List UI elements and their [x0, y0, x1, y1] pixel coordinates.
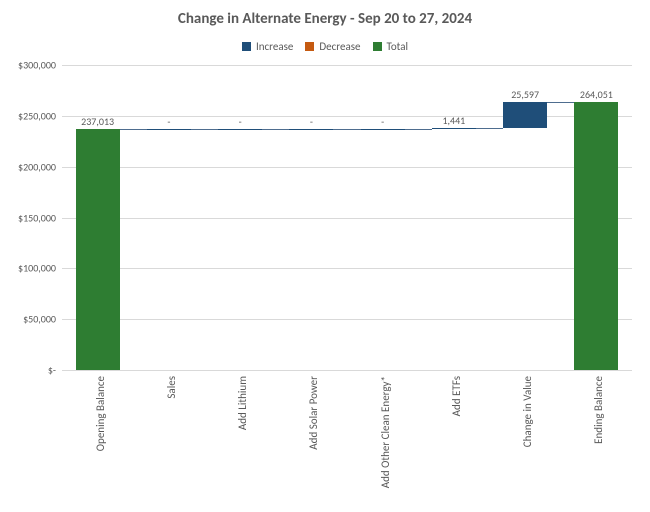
waterfall-bar — [574, 102, 618, 370]
y-axis-label: $200,000 — [18, 160, 62, 173]
bar-data-label: 1,441 — [404, 114, 504, 127]
bar-connector — [333, 129, 360, 130]
legend-item: Increase — [242, 40, 293, 53]
plot-area: $-$50,000$100,000$150,000$200,000$250,00… — [62, 65, 632, 370]
chart-legend: Increase Decrease Total — [0, 40, 650, 54]
legend-swatch — [242, 42, 251, 51]
waterfall-bar — [76, 129, 120, 370]
y-axis-label: $300,000 — [18, 59, 62, 72]
y-axis-label: $100,000 — [18, 262, 62, 275]
gridline — [62, 218, 632, 219]
gridline — [62, 370, 632, 371]
bar-data-label: 264,051 — [546, 88, 646, 101]
x-axis-label: Change in Value — [519, 370, 534, 447]
bar-connector — [191, 129, 218, 130]
x-axis-label: Add Other Clean Energy* — [377, 370, 392, 488]
y-axis-label: $150,000 — [18, 211, 62, 224]
legend-label: Total — [387, 40, 409, 53]
bar-connector — [476, 128, 503, 129]
x-axis-label: Add Solar Power — [305, 370, 320, 450]
gridline — [62, 268, 632, 269]
waterfall-chart: Change in Alternate Energy - Sep 20 to 2… — [0, 0, 650, 512]
x-axis-label: Opening Balance — [92, 370, 107, 451]
y-axis-label: $50,000 — [23, 313, 62, 326]
bar-connector — [405, 129, 432, 130]
waterfall-bar — [503, 102, 547, 128]
y-axis-label: $- — [48, 364, 62, 377]
waterfall-bar — [218, 129, 262, 130]
x-axis-label: Sales — [163, 370, 178, 399]
gridline — [62, 319, 632, 320]
gridline — [62, 65, 632, 66]
x-axis-label: Add Lithium — [234, 370, 249, 430]
waterfall-bar — [147, 129, 191, 130]
legend-label: Increase — [256, 40, 293, 53]
bar-connector — [262, 129, 289, 130]
legend-swatch — [373, 42, 382, 51]
legend-item: Decrease — [305, 40, 360, 53]
x-axis-label: Add ETFs — [448, 370, 463, 416]
legend-label: Decrease — [319, 40, 360, 53]
waterfall-bar — [432, 128, 476, 129]
waterfall-bar — [289, 129, 333, 130]
legend-item: Total — [373, 40, 409, 53]
chart-title: Change in Alternate Energy - Sep 20 to 2… — [0, 10, 650, 28]
legend-swatch — [305, 42, 314, 51]
bar-connector — [547, 102, 574, 103]
bar-connector — [120, 129, 147, 130]
waterfall-bar — [361, 129, 405, 130]
x-axis-label: Ending Balance — [590, 370, 605, 444]
gridline — [62, 167, 632, 168]
